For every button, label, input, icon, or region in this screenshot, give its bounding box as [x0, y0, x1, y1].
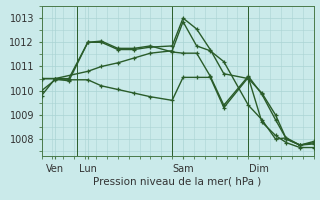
X-axis label: Pression niveau de la mer( hPa ): Pression niveau de la mer( hPa ) — [93, 176, 262, 186]
